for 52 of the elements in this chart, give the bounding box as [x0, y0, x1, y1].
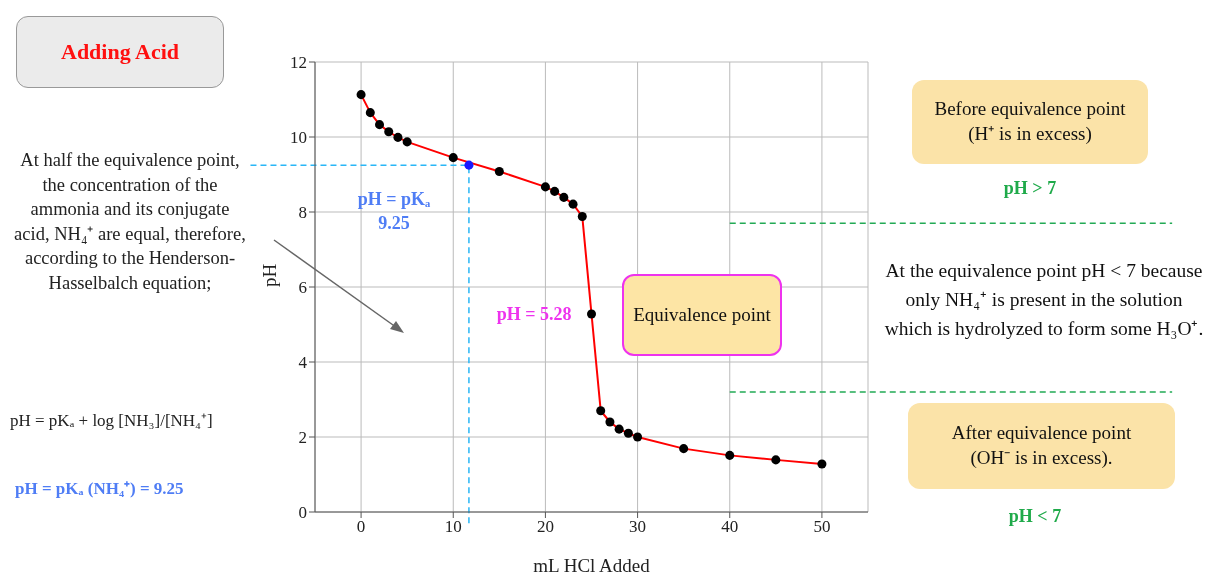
x-tick-label: 50: [813, 517, 831, 537]
point: [679, 444, 689, 454]
point: [586, 309, 597, 319]
x-tick-label: 0: [356, 517, 366, 537]
y-tick-label: 6: [298, 278, 307, 298]
y-tick-label: 4: [298, 353, 308, 373]
point: [605, 417, 615, 427]
point: [633, 432, 643, 442]
annotation: pH = 5.28: [496, 304, 572, 324]
text: pH > 7: [1002, 178, 1058, 199]
y-tick-label: 0: [298, 503, 307, 523]
text: pH < 7: [1007, 506, 1063, 527]
y-tick-label: 2: [298, 428, 307, 448]
point: [448, 153, 458, 163]
note-box: After equivalence point (OH⁻ is in excess).: [908, 403, 1175, 489]
y-tick-label: 8: [298, 203, 307, 223]
point: [550, 186, 560, 196]
y-tick-label: 10: [290, 128, 307, 148]
annotation: Equivalence point: [633, 304, 771, 326]
y-axis-title: pH: [258, 263, 280, 287]
point: [559, 192, 569, 202]
point: [725, 450, 735, 460]
x-axis-title: mL HCl Added: [533, 555, 651, 576]
x-tick-label: 10: [444, 517, 462, 537]
point: [771, 455, 781, 465]
x-tick-label: 30: [629, 517, 647, 537]
point: [577, 211, 587, 222]
point: [384, 127, 394, 137]
point: [393, 132, 403, 142]
x-tick-label: 20: [536, 517, 554, 537]
point: [402, 137, 412, 147]
point: [817, 459, 827, 469]
point: [356, 90, 366, 100]
point: [494, 166, 504, 177]
annotation: pH = pKₐ 9.25: [357, 189, 431, 234]
point: [596, 406, 606, 416]
note-box: Equivalence point: [622, 274, 782, 356]
text: Adding Acid: [16, 16, 224, 88]
point: [568, 199, 578, 209]
note-box: Before equivalence point (H⁺ is in excess): [912, 80, 1148, 164]
x-tick-label: 40: [721, 517, 739, 537]
text: At half the equivalence point, the concentration of the ammonia and its conjugate acid, NH₄⁺ are equal, therefore, according to the Henderson-Hasselbalch equation;: [13, 149, 247, 295]
y-tick-label: 12: [290, 53, 307, 73]
point: [464, 160, 474, 170]
point: [540, 182, 550, 192]
text: pH = pKₐ + log [NH₃]/[NH₄⁺]: [10, 410, 214, 431]
text: At the equivalence point pH < 7 because only NH₄⁺ is present in the solution which is hydrolyzed to form some H₃O⁺.: [884, 259, 1204, 341]
point: [623, 428, 633, 438]
point: [614, 424, 624, 434]
point: [365, 108, 375, 118]
text: pH = pKₐ (NH₄⁺) = 9.25: [15, 478, 185, 499]
point: [375, 120, 385, 130]
